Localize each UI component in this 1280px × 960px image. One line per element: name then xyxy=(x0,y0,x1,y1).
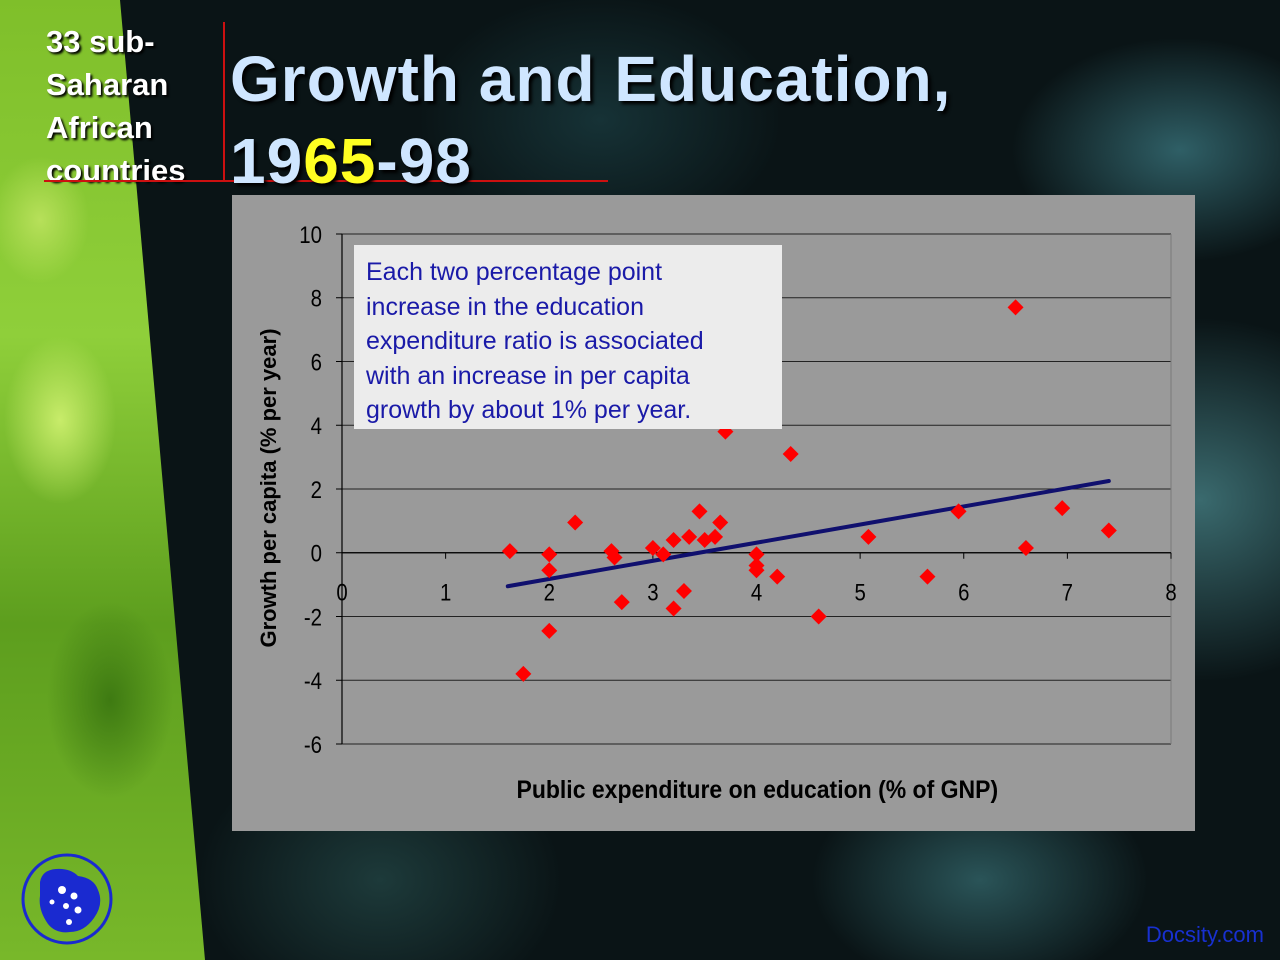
x-tick-label: 2 xyxy=(544,579,555,606)
title-year-end: -98 xyxy=(376,125,472,197)
annotation-line: increase in the education xyxy=(366,292,644,321)
y-tick-label: 8 xyxy=(311,285,322,312)
title-vertical-rule xyxy=(223,22,225,182)
data-point xyxy=(950,503,967,520)
data-point xyxy=(1054,500,1071,517)
x-tick-label: 8 xyxy=(1165,579,1176,606)
x-tick-label: 7 xyxy=(1062,579,1073,606)
x-tick-label: 3 xyxy=(647,579,658,606)
side-title-line: 33 sub- xyxy=(46,24,155,59)
tick-labels: 10 8 6 4 2 0 -2 -4 -6 0 1 2 3 4 5 6 7 8 xyxy=(299,221,1176,758)
x-tick-label: 1 xyxy=(440,579,451,606)
x-tick-label: 6 xyxy=(958,579,969,606)
side-title-line: Saharan xyxy=(46,67,169,102)
data-point xyxy=(769,568,786,585)
side-title-line: countries xyxy=(46,153,186,188)
annotation-line: growth by about 1% per year. xyxy=(366,396,692,424)
data-point xyxy=(1007,299,1024,316)
data-point xyxy=(1017,539,1034,556)
data-point xyxy=(665,600,682,617)
trendline-group xyxy=(505,479,1111,589)
data-point xyxy=(655,546,672,563)
data-point xyxy=(712,514,729,531)
scatter-chart: 10 8 6 4 2 0 -2 -4 -6 0 1 2 3 4 5 6 7 8 Public expenditur… xyxy=(256,221,1177,804)
data-point xyxy=(860,528,877,545)
annotation-line: Each two percentage point xyxy=(366,258,663,286)
y-tick-label: 6 xyxy=(311,349,322,376)
title-year-start: 19 xyxy=(230,125,304,197)
x-tick-label: 4 xyxy=(751,579,762,606)
y-axis-label: Growth per capita (% per year) xyxy=(256,328,281,647)
data-point xyxy=(919,568,936,585)
data-point xyxy=(681,528,698,545)
x-axis-label: Public expenditure on education (% of GN… xyxy=(516,776,998,804)
y-tick-label: 0 xyxy=(311,540,322,567)
data-point xyxy=(810,608,827,625)
data-point xyxy=(541,546,558,563)
side-title-line: African xyxy=(46,110,153,145)
data-point xyxy=(541,622,558,639)
map-logo-icon xyxy=(21,853,113,945)
data-point xyxy=(782,445,799,462)
data-point xyxy=(606,549,623,566)
data-point xyxy=(691,503,708,520)
trendline xyxy=(505,479,1111,589)
data-point xyxy=(515,665,532,682)
data-point xyxy=(748,546,765,563)
title-line-1: Growth and Education, xyxy=(230,43,952,115)
annotation-line: expenditure ratio is associated xyxy=(366,327,704,355)
data-point xyxy=(501,543,518,560)
data-point xyxy=(675,583,692,599)
data-point xyxy=(567,514,584,531)
data-point xyxy=(644,539,661,556)
side-title: 33 sub- Saharan African countries xyxy=(46,20,226,192)
y-tick-label: 2 xyxy=(311,476,322,503)
y-tick-label: -4 xyxy=(304,668,322,695)
y-tick-label: 10 xyxy=(299,221,322,248)
annotation-box: Each two percentage point increase in th… xyxy=(354,245,782,429)
data-point xyxy=(665,532,682,548)
y-tick-label: 4 xyxy=(311,413,322,440)
data-point xyxy=(748,562,765,579)
data-point xyxy=(541,562,558,579)
data-points xyxy=(501,299,1117,682)
y-tick-label: -6 xyxy=(304,731,322,758)
annotation-line: with an increase in per capita xyxy=(366,361,690,390)
x-tick-label: 0 xyxy=(336,579,347,606)
page-title: Growth and Education, 1965-98 xyxy=(230,38,951,202)
data-point xyxy=(1100,522,1117,539)
data-point xyxy=(707,528,724,545)
title-year-highlight: 65 xyxy=(303,125,377,197)
x-tick-label: 5 xyxy=(854,579,865,606)
title-horizontal-rule xyxy=(44,180,608,182)
title-line-2: 1965-98 xyxy=(230,120,951,202)
watermark: Docsity.com xyxy=(1145,922,1264,947)
y-tick-label: -2 xyxy=(304,604,322,631)
data-point xyxy=(613,594,630,611)
